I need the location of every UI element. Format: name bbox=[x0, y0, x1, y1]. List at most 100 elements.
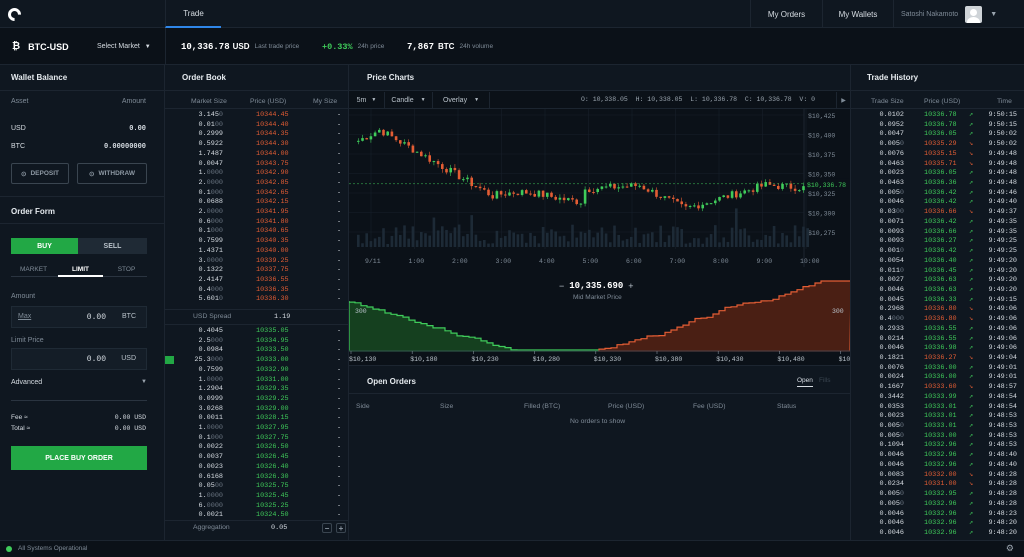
trade-row: 0.0046 10332.96 ↗ 9:48:23 bbox=[851, 509, 1024, 519]
ask-row[interactable]: 2.4147 10336.55 - bbox=[165, 275, 349, 285]
bid-row[interactable]: 0.7599 10332.90 - bbox=[165, 365, 349, 375]
bid-row[interactable]: 0.1000 10327.75 - bbox=[165, 433, 349, 443]
chart-type-dropdown[interactable]: Candle ▼ bbox=[385, 92, 433, 108]
settings-icon[interactable]: ⚙ bbox=[1005, 543, 1014, 553]
trade-size: 0.0234 bbox=[880, 479, 904, 489]
bid-row[interactable]: 1.0000 10331.00 - bbox=[165, 375, 349, 385]
depth-x-tick-label: $10,530 bbox=[839, 356, 850, 363]
bid-row[interactable]: 0.0500 10325.75 - bbox=[165, 481, 349, 491]
mid-price-increase[interactable]: + bbox=[628, 281, 634, 291]
ask-row[interactable]: 0.1000 10340.65 - bbox=[165, 226, 349, 236]
tab-fills[interactable]: Fills bbox=[819, 377, 831, 384]
bid-row[interactable]: 0.0022 10326.50 - bbox=[165, 442, 349, 452]
aggregation-decrease-button[interactable]: − bbox=[322, 523, 332, 533]
volume-bar bbox=[512, 232, 515, 247]
bid-row[interactable]: 3.0268 10329.00 - bbox=[165, 404, 349, 414]
candlestick-chart[interactable]: $10,425 $10,400 $10,375 $10,350 $10,325 $10,3… bbox=[349, 109, 850, 267]
ask-row[interactable]: 1.0000 10342.90 - bbox=[165, 168, 349, 178]
candle-body bbox=[651, 189, 654, 192]
bid-row[interactable]: 0.6168 10326.30 - bbox=[165, 472, 349, 482]
ask-row[interactable]: 2.0000 10342.85 - bbox=[165, 178, 349, 188]
bid-row[interactable]: 1.2904 10329.35 - bbox=[165, 384, 349, 394]
order-type-stop[interactable]: STOP bbox=[117, 266, 136, 273]
place-buy-order-button[interactable]: PLACE BUY ORDER bbox=[11, 446, 147, 470]
market-size: 1.0000 bbox=[199, 491, 224, 501]
price: 10342.90 bbox=[256, 169, 289, 178]
ask-row[interactable]: 0.2999 10344.35 - bbox=[165, 129, 349, 139]
market-size-trailing: 000 bbox=[210, 217, 223, 226]
ask-row[interactable]: 0.1322 10337.75 - bbox=[165, 265, 349, 275]
my-size: - bbox=[337, 414, 342, 423]
price: 10344.00 bbox=[256, 149, 289, 158]
ask-row[interactable]: 1.7487 10344.00 - bbox=[165, 149, 349, 159]
user-menu[interactable]: Satoshi Nakamoto ▼ bbox=[893, 0, 1024, 28]
advanced-toggle[interactable]: Advanced ▼ bbox=[11, 379, 147, 386]
bid-row[interactable]: 6.0000 10325.25 - bbox=[165, 501, 349, 511]
ask-row[interactable]: 3.1450 10344.45 - bbox=[165, 110, 349, 120]
tab-open[interactable]: Open bbox=[797, 377, 813, 387]
volume-bar bbox=[600, 227, 604, 247]
arrow-down-icon: ↘ bbox=[969, 480, 974, 489]
deposit-button[interactable]: ⊙ DEPOSIT bbox=[11, 163, 69, 184]
limit-price-input[interactable]: 0.00 USD bbox=[11, 348, 147, 370]
market-size: 3.0268 bbox=[199, 404, 223, 414]
bid-row[interactable]: 0.0984 10333.50 - bbox=[165, 345, 349, 355]
col-my-size: My Size bbox=[313, 98, 338, 105]
select-market-dropdown[interactable]: Select Market ▼ bbox=[97, 28, 151, 65]
nav-my-orders[interactable]: My Orders bbox=[750, 0, 822, 28]
depth-chart[interactable]: 300 300 $10,130 $10,180 $10,230 $10,280 $10,33… bbox=[349, 267, 850, 363]
trade-time: 9:49:06 bbox=[988, 324, 1017, 333]
ask-row[interactable]: 2.0000 10341.95 - bbox=[165, 207, 349, 217]
bid-row[interactable]: 0.0021 10324.50 - bbox=[165, 510, 349, 520]
amount-input[interactable]: Max 0.00 BTC bbox=[11, 306, 147, 328]
bid-row[interactable]: 0.0011 10328.15 - bbox=[165, 413, 349, 423]
order-type-market[interactable]: MARKET bbox=[19, 266, 48, 273]
buy-tab[interactable]: BUY bbox=[11, 238, 78, 254]
market-size-main: 0.6 bbox=[198, 217, 211, 226]
candle-body bbox=[726, 195, 730, 198]
ask-row[interactable]: 0.0688 10342.15 - bbox=[165, 197, 349, 207]
max-link[interactable]: Max bbox=[18, 313, 32, 320]
volume: 7,867 bbox=[407, 41, 435, 52]
bid-row[interactable]: 2.5000 10334.95 - bbox=[165, 336, 349, 346]
ask-row[interactable]: 0.6000 10341.80 - bbox=[165, 217, 349, 227]
trade-time: 9:49:04 bbox=[988, 354, 1017, 362]
ask-row[interactable]: 0.0047 10343.75 - bbox=[165, 159, 349, 169]
tab-trade[interactable]: Trade bbox=[165, 0, 221, 28]
ask-row[interactable]: 0.7599 10340.35 - bbox=[165, 236, 349, 246]
ask-row[interactable]: 0.4000 10336.35 - bbox=[165, 285, 349, 295]
trade-size: 0.0050 bbox=[880, 499, 905, 509]
bid-row[interactable]: 1.0000 10325.45 - bbox=[165, 491, 349, 501]
bid-row[interactable]: 25.3000 10333.00 - bbox=[165, 355, 349, 365]
ask-row[interactable]: 0.0100 10344.40 - bbox=[165, 120, 349, 130]
trade-size: 0.0214 bbox=[880, 334, 904, 344]
trade-time: 9:49:01 bbox=[988, 363, 1017, 372]
bid-row[interactable]: 0.0037 10326.45 - bbox=[165, 452, 349, 462]
volume-bar bbox=[718, 242, 721, 247]
ask-row[interactable]: 1.4371 10340.00 - bbox=[165, 246, 349, 256]
overlay-dropdown[interactable]: Overlay ▼ bbox=[433, 92, 490, 108]
bid-row[interactable]: 0.0023 10326.40 - bbox=[165, 462, 349, 472]
arrow-up-icon: ↗ bbox=[969, 285, 974, 294]
bid-row[interactable]: 0.0999 10329.25 - bbox=[165, 394, 349, 404]
order-type-limit[interactable]: LIMIT bbox=[72, 266, 89, 273]
bid-row[interactable]: 1.0000 10327.95 - bbox=[165, 423, 349, 433]
ask-row[interactable]: 0.1000 10342.65 - bbox=[165, 188, 349, 198]
ask-row[interactable]: 0.5922 10344.30 - bbox=[165, 139, 349, 149]
ask-row[interactable]: 5.6010 10336.30 - bbox=[165, 294, 349, 304]
coinbase-logo-icon[interactable] bbox=[0, 0, 28, 28]
nav-my-wallets[interactable]: My Wallets bbox=[822, 0, 893, 28]
play-icon[interactable]: ▶ bbox=[836, 92, 850, 108]
y-tick-label: $10,325 bbox=[808, 191, 835, 198]
mid-price-decrease[interactable]: − bbox=[559, 281, 565, 291]
interval-dropdown[interactable]: 5m ▼ bbox=[349, 92, 385, 108]
ask-row[interactable]: 3.0000 10339.25 - bbox=[165, 256, 349, 266]
sell-tab[interactable]: SELL bbox=[78, 238, 147, 254]
withdraw-button[interactable]: ⊙ WITHDRAW bbox=[77, 163, 147, 184]
pair-selector[interactable]: ₿ BTC-USD bbox=[12, 28, 69, 65]
price: 10341.80 bbox=[256, 217, 289, 226]
bid-row[interactable]: 0.4045 10335.05 - bbox=[165, 326, 349, 336]
my-size: - bbox=[337, 472, 342, 481]
candle-body bbox=[588, 189, 591, 193]
aggregation-increase-button[interactable]: + bbox=[336, 523, 346, 533]
